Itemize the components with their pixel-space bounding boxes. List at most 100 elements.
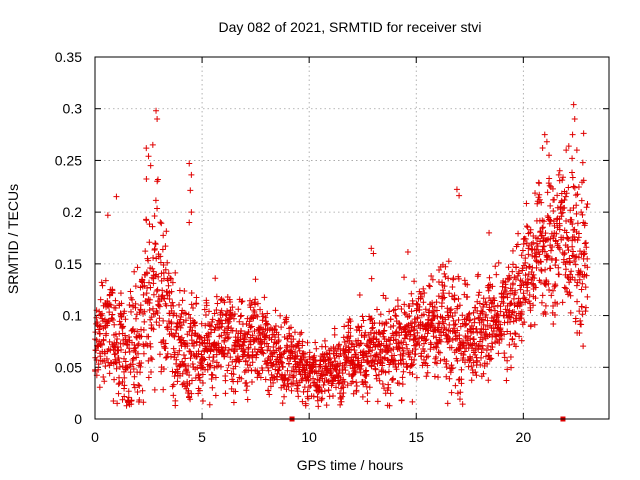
data-point-1834 <box>425 327 432 334</box>
data-point-1968 <box>449 337 456 344</box>
data-point-2055 <box>466 357 473 364</box>
data-point-862 <box>248 300 255 307</box>
data-point-2043 <box>464 281 471 288</box>
data-point-2464 <box>540 243 547 250</box>
data-point-1376 <box>342 367 349 374</box>
y-tick-label-5: 0.25 <box>55 152 82 168</box>
data-point-2390 <box>527 229 534 236</box>
data-point-1900 <box>437 338 444 345</box>
x-axis-label: GPS time / hours <box>297 457 404 473</box>
data-point-892 <box>254 313 261 320</box>
data-point-1663 <box>394 297 401 304</box>
data-point-256 <box>138 333 145 340</box>
data-point-1172 <box>305 395 312 402</box>
data-point-2339 <box>517 286 524 293</box>
data-point-455 <box>174 351 181 358</box>
data-point-2426 <box>533 253 540 260</box>
data-point-411 <box>166 296 173 303</box>
data-point-2573 <box>559 174 566 181</box>
data-point-772 <box>232 363 239 370</box>
data-point-430 <box>169 279 176 286</box>
data-point-1204 <box>310 393 317 400</box>
data-point-2349 <box>519 267 526 274</box>
data-point-825 <box>241 336 248 343</box>
data-point-631 <box>206 401 213 408</box>
data-point-1539 <box>372 366 379 373</box>
data-point-2643 <box>573 202 580 209</box>
data-point-2553 <box>556 222 563 229</box>
data-point-1549 <box>374 306 381 313</box>
data-point-39 <box>98 341 105 348</box>
data-point-94 <box>108 315 115 322</box>
data-point-1931 <box>443 373 450 380</box>
data-point-1037 <box>280 382 287 389</box>
data-point-191 <box>126 302 133 309</box>
data-point-1309 <box>329 393 336 400</box>
data-point-647 <box>209 384 216 391</box>
data-point-1675 <box>396 345 403 352</box>
data-point-662 <box>212 275 219 282</box>
data-point-833 <box>243 320 250 327</box>
data-point-1584 <box>380 328 387 335</box>
data-point-937 <box>262 314 269 321</box>
data-point-1838 <box>426 283 433 290</box>
data-point-328 <box>152 240 159 247</box>
data-point-1174 <box>305 377 312 384</box>
data-point-522 <box>186 380 193 387</box>
data-point-2223 <box>496 336 503 343</box>
data-point-2217 <box>495 259 502 266</box>
data-point-2688 <box>581 250 588 257</box>
data-point-1209 <box>312 339 319 346</box>
data-point-672 <box>214 321 221 328</box>
data-point-2419 <box>531 250 538 257</box>
outlier-point-24 <box>569 131 576 138</box>
data-point-1437 <box>353 388 360 395</box>
data-point-478 <box>178 334 185 341</box>
data-point-2421 <box>532 295 539 302</box>
data-point-2412 <box>530 271 537 278</box>
data-point-254 <box>138 326 145 333</box>
data-point-2345 <box>518 311 525 318</box>
data-point-555 <box>193 294 200 301</box>
data-point-302 <box>146 296 153 303</box>
data-point-679 <box>215 340 222 347</box>
data-point-824 <box>241 349 248 356</box>
data-point-751 <box>228 312 235 319</box>
data-point-42 <box>99 282 106 289</box>
data-point-2110 <box>476 289 483 296</box>
data-point-865 <box>249 332 256 339</box>
data-point-252 <box>137 363 144 370</box>
data-point-2516 <box>550 208 557 215</box>
data-point-1224 <box>315 403 322 410</box>
data-point-693 <box>218 307 225 314</box>
data-point-63 <box>103 330 110 337</box>
data-point-1455 <box>356 327 363 334</box>
data-point-344 <box>154 309 161 316</box>
data-point-790 <box>235 357 242 364</box>
data-point-96 <box>109 317 116 324</box>
data-point-339 <box>153 319 160 326</box>
data-point-1855 <box>429 276 436 283</box>
outlier-point-14 <box>370 250 377 257</box>
data-point-362 <box>158 220 165 227</box>
data-point-2495 <box>546 287 553 294</box>
data-point-1750 <box>411 278 418 285</box>
y-tick-label-6: 0.3 <box>63 101 83 117</box>
data-point-318 <box>150 254 157 261</box>
data-point-114 <box>112 304 119 311</box>
data-point-1369 <box>341 363 348 370</box>
data-point-1648 <box>392 306 399 313</box>
data-point-2513 <box>549 287 556 294</box>
data-point-284 <box>144 285 151 292</box>
outlier-point-23 <box>571 116 578 123</box>
data-point-1022 <box>278 324 285 331</box>
data-point-1033 <box>279 400 286 407</box>
data-point-1319 <box>331 331 338 338</box>
data-point-593 <box>199 371 206 378</box>
data-point-373 <box>160 317 167 324</box>
data-point-648 <box>209 316 216 323</box>
data-point-689 <box>217 363 224 370</box>
data-point-2548 <box>555 264 562 271</box>
data-point-1653 <box>393 313 400 320</box>
data-point-445 <box>172 330 179 337</box>
